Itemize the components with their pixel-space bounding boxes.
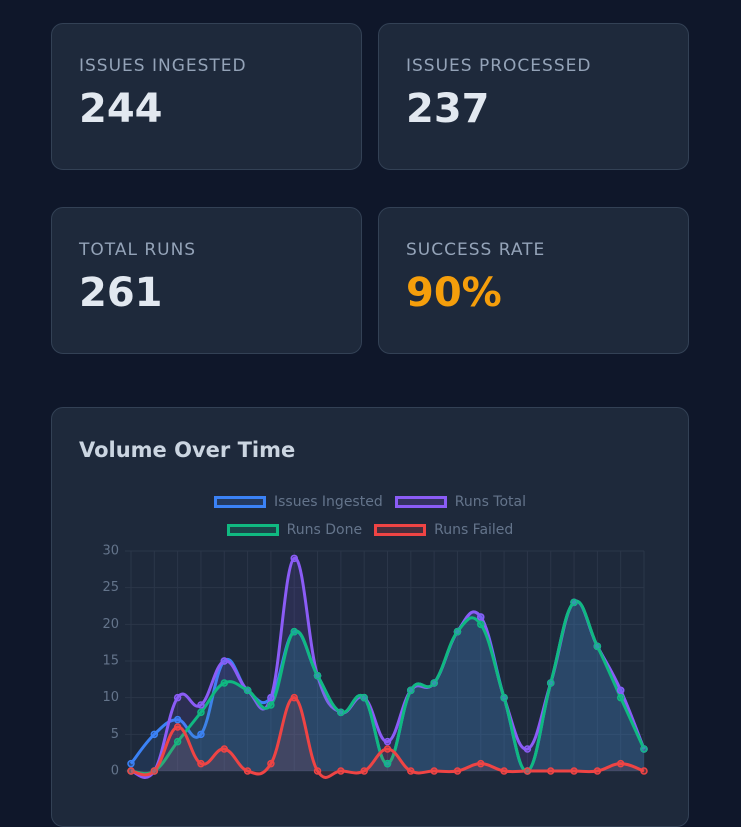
point [500, 767, 508, 775]
point [407, 686, 415, 695]
point [616, 686, 625, 695]
legend-swatch [374, 524, 427, 536]
point [640, 745, 648, 753]
legend-item[interactable]: Runs Done [226, 520, 363, 540]
point [430, 767, 438, 775]
point [616, 693, 625, 702]
legend: Issues Ingested Runs Total Runs Done Runs F… [135, 492, 605, 540]
point [173, 737, 182, 746]
point [173, 723, 182, 731]
y-tick-label: 10 [102, 690, 119, 705]
chart-card: Volume Over Time [51, 407, 689, 827]
point [243, 767, 252, 775]
y-tick-label: 15 [102, 654, 119, 669]
legend-label: Issues Ingested [273, 494, 383, 510]
point [593, 642, 602, 651]
point [173, 715, 182, 724]
point [477, 613, 485, 621]
point [173, 693, 182, 702]
legend-swatch [213, 496, 266, 508]
area [131, 697, 644, 778]
point [407, 767, 415, 775]
point [523, 767, 532, 775]
stat-label: ISSUES INGESTED [79, 56, 247, 76]
point [150, 730, 159, 739]
point [290, 627, 298, 636]
point [477, 620, 485, 629]
point [383, 737, 392, 746]
y-tick-label: 0 [111, 764, 119, 779]
line [130, 696, 645, 779]
point [337, 708, 345, 717]
point [197, 701, 205, 709]
point [360, 693, 368, 702]
point [337, 767, 345, 775]
stat-card: ISSUES INGESTED 244 [51, 23, 362, 170]
point [267, 693, 275, 702]
y-tick-label: 25 [102, 580, 119, 595]
stat-value: 90% [406, 270, 502, 316]
legend-item[interactable]: Runs Total [394, 492, 527, 512]
point [616, 759, 625, 768]
stat-card: ISSUES PROCESSED 237 [378, 23, 689, 170]
point [220, 745, 229, 753]
point [243, 686, 252, 695]
chart: 0 5 10 15 20 25 30 [102, 544, 648, 779]
stat-value: 244 [79, 86, 163, 132]
point [360, 767, 368, 775]
point [593, 767, 602, 775]
legend-label: Runs Total [454, 494, 527, 510]
point [546, 767, 555, 775]
y-tick-label: 5 [111, 727, 119, 742]
point [313, 767, 322, 775]
point [430, 679, 438, 687]
point [383, 745, 392, 753]
stat-label: TOTAL RUNS [79, 240, 197, 260]
point [150, 767, 159, 775]
point [640, 767, 648, 775]
area [131, 601, 644, 772]
point [220, 657, 229, 665]
point [477, 759, 485, 768]
stat-value: 237 [406, 86, 490, 132]
point [453, 767, 462, 775]
legend-label: Runs Done [286, 522, 363, 538]
legend-item[interactable]: Issues Ingested [213, 492, 383, 512]
point [453, 627, 462, 636]
point [500, 693, 508, 702]
point [267, 759, 275, 768]
point [197, 759, 205, 768]
page: ISSUES INGESTED 244 ISSUES PROCESSED 237 T… [51, 23, 689, 827]
point [570, 598, 578, 607]
y-tick-label: 30 [102, 544, 119, 559]
point [220, 679, 229, 687]
legend-swatch [226, 524, 279, 536]
stat-card: SUCCESS RATE 90% [378, 207, 689, 354]
legend-swatch [394, 496, 447, 508]
point [290, 693, 298, 702]
area [131, 601, 644, 774]
stat-label: SUCCESS RATE [406, 240, 546, 260]
point [290, 554, 298, 563]
point [523, 745, 532, 753]
stat-value: 261 [79, 270, 163, 316]
stat-card: TOTAL RUNS 261 [51, 207, 362, 354]
point [313, 671, 322, 680]
stat-label: ISSUES PROCESSED [406, 56, 592, 76]
point [127, 767, 135, 775]
y-tick-label: 20 [102, 617, 119, 632]
legend-item[interactable]: Runs Failed [374, 520, 513, 540]
point [546, 679, 555, 687]
point [127, 759, 135, 768]
point [197, 708, 205, 717]
point [570, 767, 578, 775]
area [131, 558, 644, 778]
point [383, 759, 392, 768]
legend-label: Runs Failed [434, 522, 514, 538]
point [197, 730, 205, 739]
point [267, 701, 275, 709]
chart-title: Volume Over Time [79, 438, 296, 462]
